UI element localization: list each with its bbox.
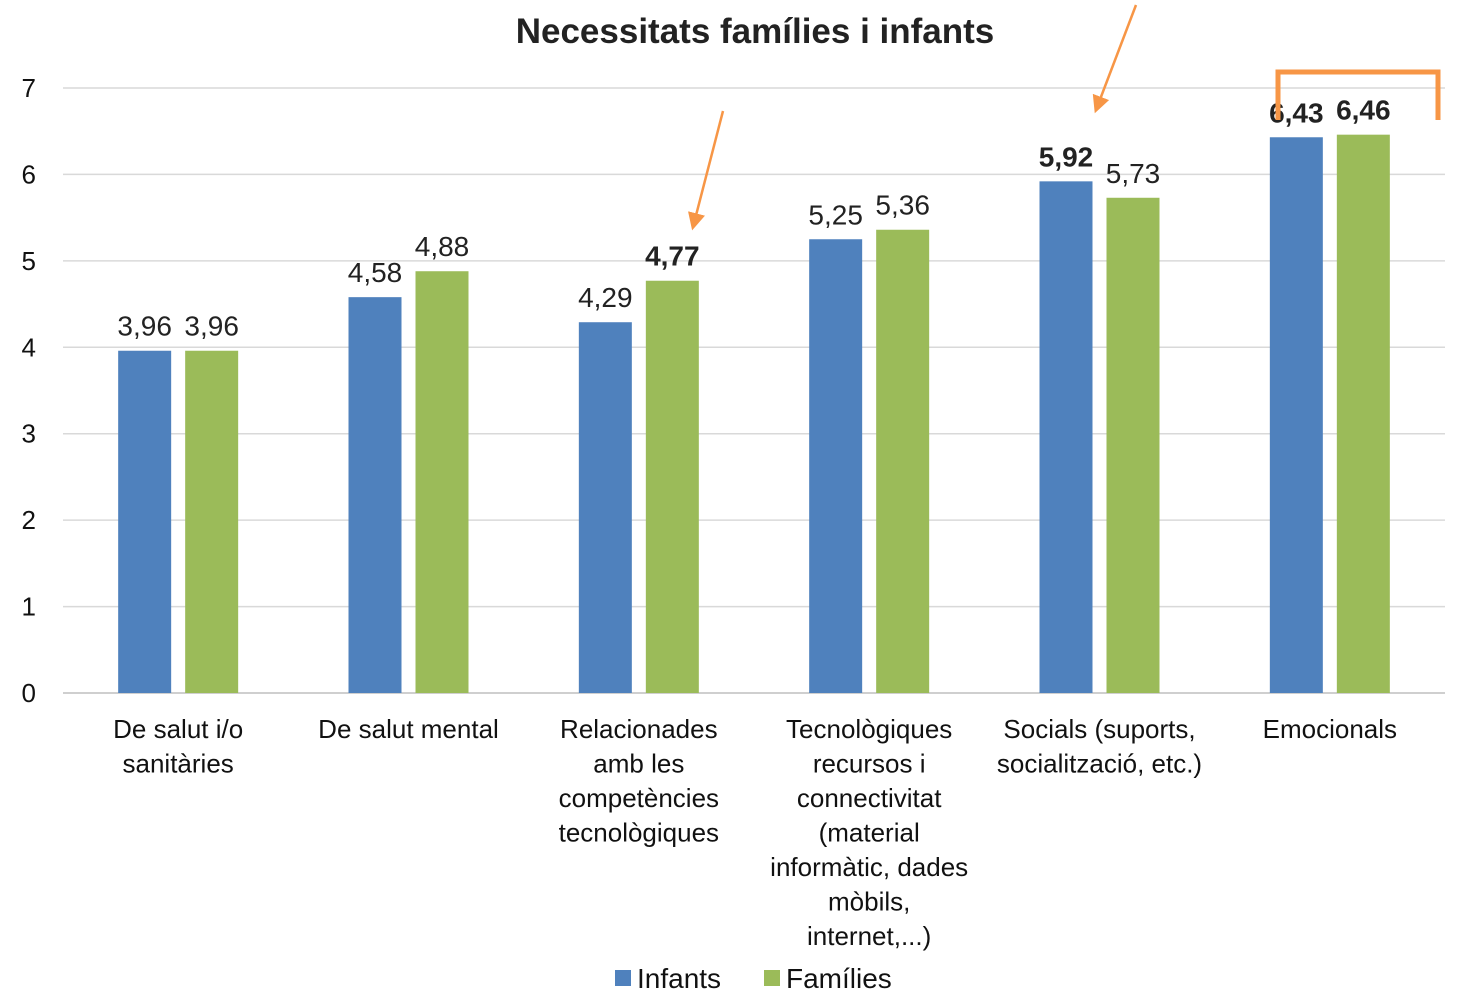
- arrow-to-relacionades-families: [688, 110, 725, 231]
- y-tick-label: 5: [22, 246, 36, 276]
- data-label: 4,29: [578, 282, 633, 313]
- data-label: 5,25: [808, 199, 863, 230]
- bar: [1336, 134, 1390, 693]
- bar: [348, 297, 402, 693]
- legend-label: Infants: [637, 963, 721, 994]
- y-tick-label: 6: [22, 159, 36, 189]
- gridlines: [63, 87, 1445, 694]
- y-tick-label: 0: [22, 678, 36, 708]
- annotations: [688, 4, 1441, 231]
- data-label: 4,88: [415, 231, 470, 262]
- category-label: De salut i/o sanitàries: [113, 714, 243, 779]
- bar: [645, 280, 699, 693]
- data-labels: 3,96 3,96 4,58 4,88 4,29 4,77 5,25 5,36 5,92 5,73…: [117, 95, 1390, 342]
- data-label: 3,96: [117, 311, 172, 342]
- highlight-emocionals: [1275, 69, 1441, 120]
- bars: [118, 134, 1390, 694]
- y-axis: 0 1 2 3 4 5 6 7: [22, 73, 36, 708]
- y-tick-label: 7: [22, 73, 36, 103]
- bar: [809, 239, 863, 693]
- y-tick-label: 4: [22, 332, 36, 362]
- legend-swatch: [615, 970, 631, 986]
- category-label: Relacionades amb les competències tecnològi…: [559, 714, 719, 848]
- y-tick-label: 2: [22, 505, 36, 535]
- arrow-to-socials-infants: [1092, 4, 1138, 114]
- legend: Infants Famílies: [615, 963, 892, 994]
- data-label: 5,36: [875, 190, 930, 221]
- data-label: 4,58: [348, 257, 403, 288]
- category-label: Tecnològiques recursos i connectivitat (mat…: [770, 714, 968, 951]
- y-tick-label: 3: [22, 419, 36, 449]
- data-label: 5,92: [1039, 141, 1094, 172]
- bar: [1039, 181, 1093, 694]
- category-label: Emocionals: [1263, 714, 1397, 744]
- bar: [1106, 197, 1160, 693]
- bar: [876, 229, 930, 693]
- category-label: De salut mental: [318, 714, 499, 744]
- y-tick-label: 1: [22, 592, 36, 622]
- data-label: 3,96: [184, 311, 239, 342]
- bar: [1269, 137, 1323, 693]
- legend-swatch: [764, 970, 780, 986]
- chart-title: Necessitats famílies i infants: [516, 12, 995, 51]
- category-label: Socials (suports, socialització, etc.): [997, 714, 1202, 779]
- legend-label: Famílies: [786, 963, 892, 994]
- bar: [415, 271, 469, 693]
- data-label: 4,77: [645, 241, 700, 272]
- data-label: 5,73: [1106, 158, 1161, 189]
- bar: [185, 350, 239, 693]
- bar: [578, 322, 632, 693]
- data-label: 6,46: [1336, 95, 1391, 126]
- bar: [118, 350, 172, 693]
- x-axis: De salut i/o sanitàries De salut mental Rel…: [113, 714, 1397, 951]
